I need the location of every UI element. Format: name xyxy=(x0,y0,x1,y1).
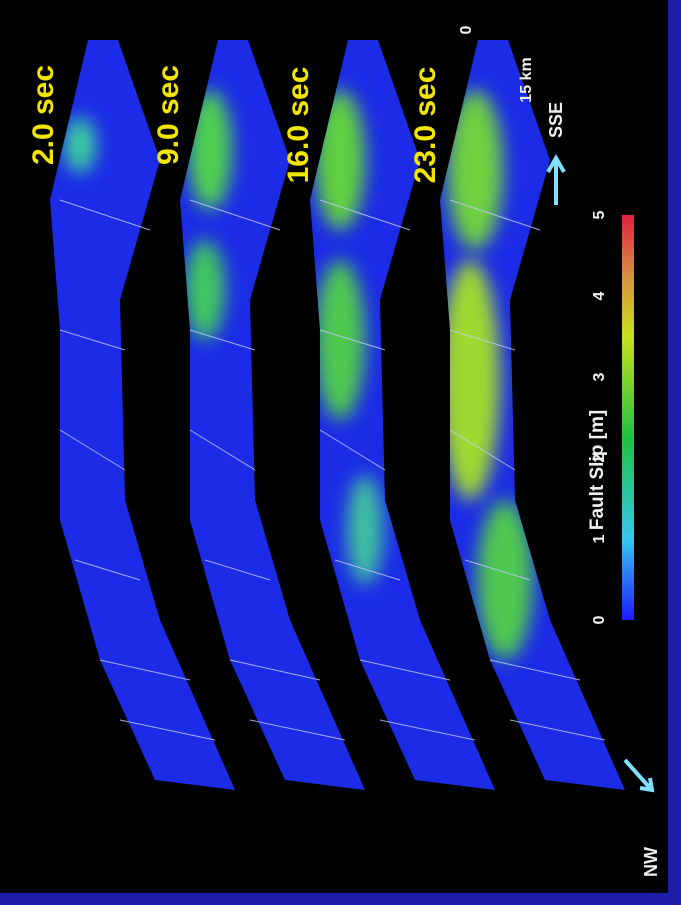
colorbar-tick-label: 3 xyxy=(591,372,608,381)
colorbar-label: Fault Slip [m] xyxy=(587,410,608,530)
colorbar-tick-label: 1 xyxy=(591,534,608,543)
direction-label: NW xyxy=(641,847,661,877)
border-right xyxy=(668,0,681,905)
border-bottom xyxy=(0,893,681,905)
colorbar-tick-label: 2 xyxy=(591,453,608,462)
time-label: 16.0 sec xyxy=(282,67,315,184)
colorbar-tick-label: 0 xyxy=(591,615,608,624)
direction-label: SSE xyxy=(546,102,566,138)
time-label: 2.0 sec xyxy=(27,65,60,165)
colorbar-tick-label: 5 xyxy=(591,210,608,219)
time-label: 9.0 sec xyxy=(152,65,185,165)
scale-zero: 0 xyxy=(458,25,475,34)
scale-length: 15 km xyxy=(518,57,535,102)
time-label: 23.0 sec xyxy=(409,67,442,184)
figure: 2.0 sec 9.0 sec 16.0 sec 23.0 sec 0 15 k… xyxy=(0,0,681,905)
colorbar-tick-label: 4 xyxy=(591,291,608,300)
colorbar xyxy=(622,215,634,620)
